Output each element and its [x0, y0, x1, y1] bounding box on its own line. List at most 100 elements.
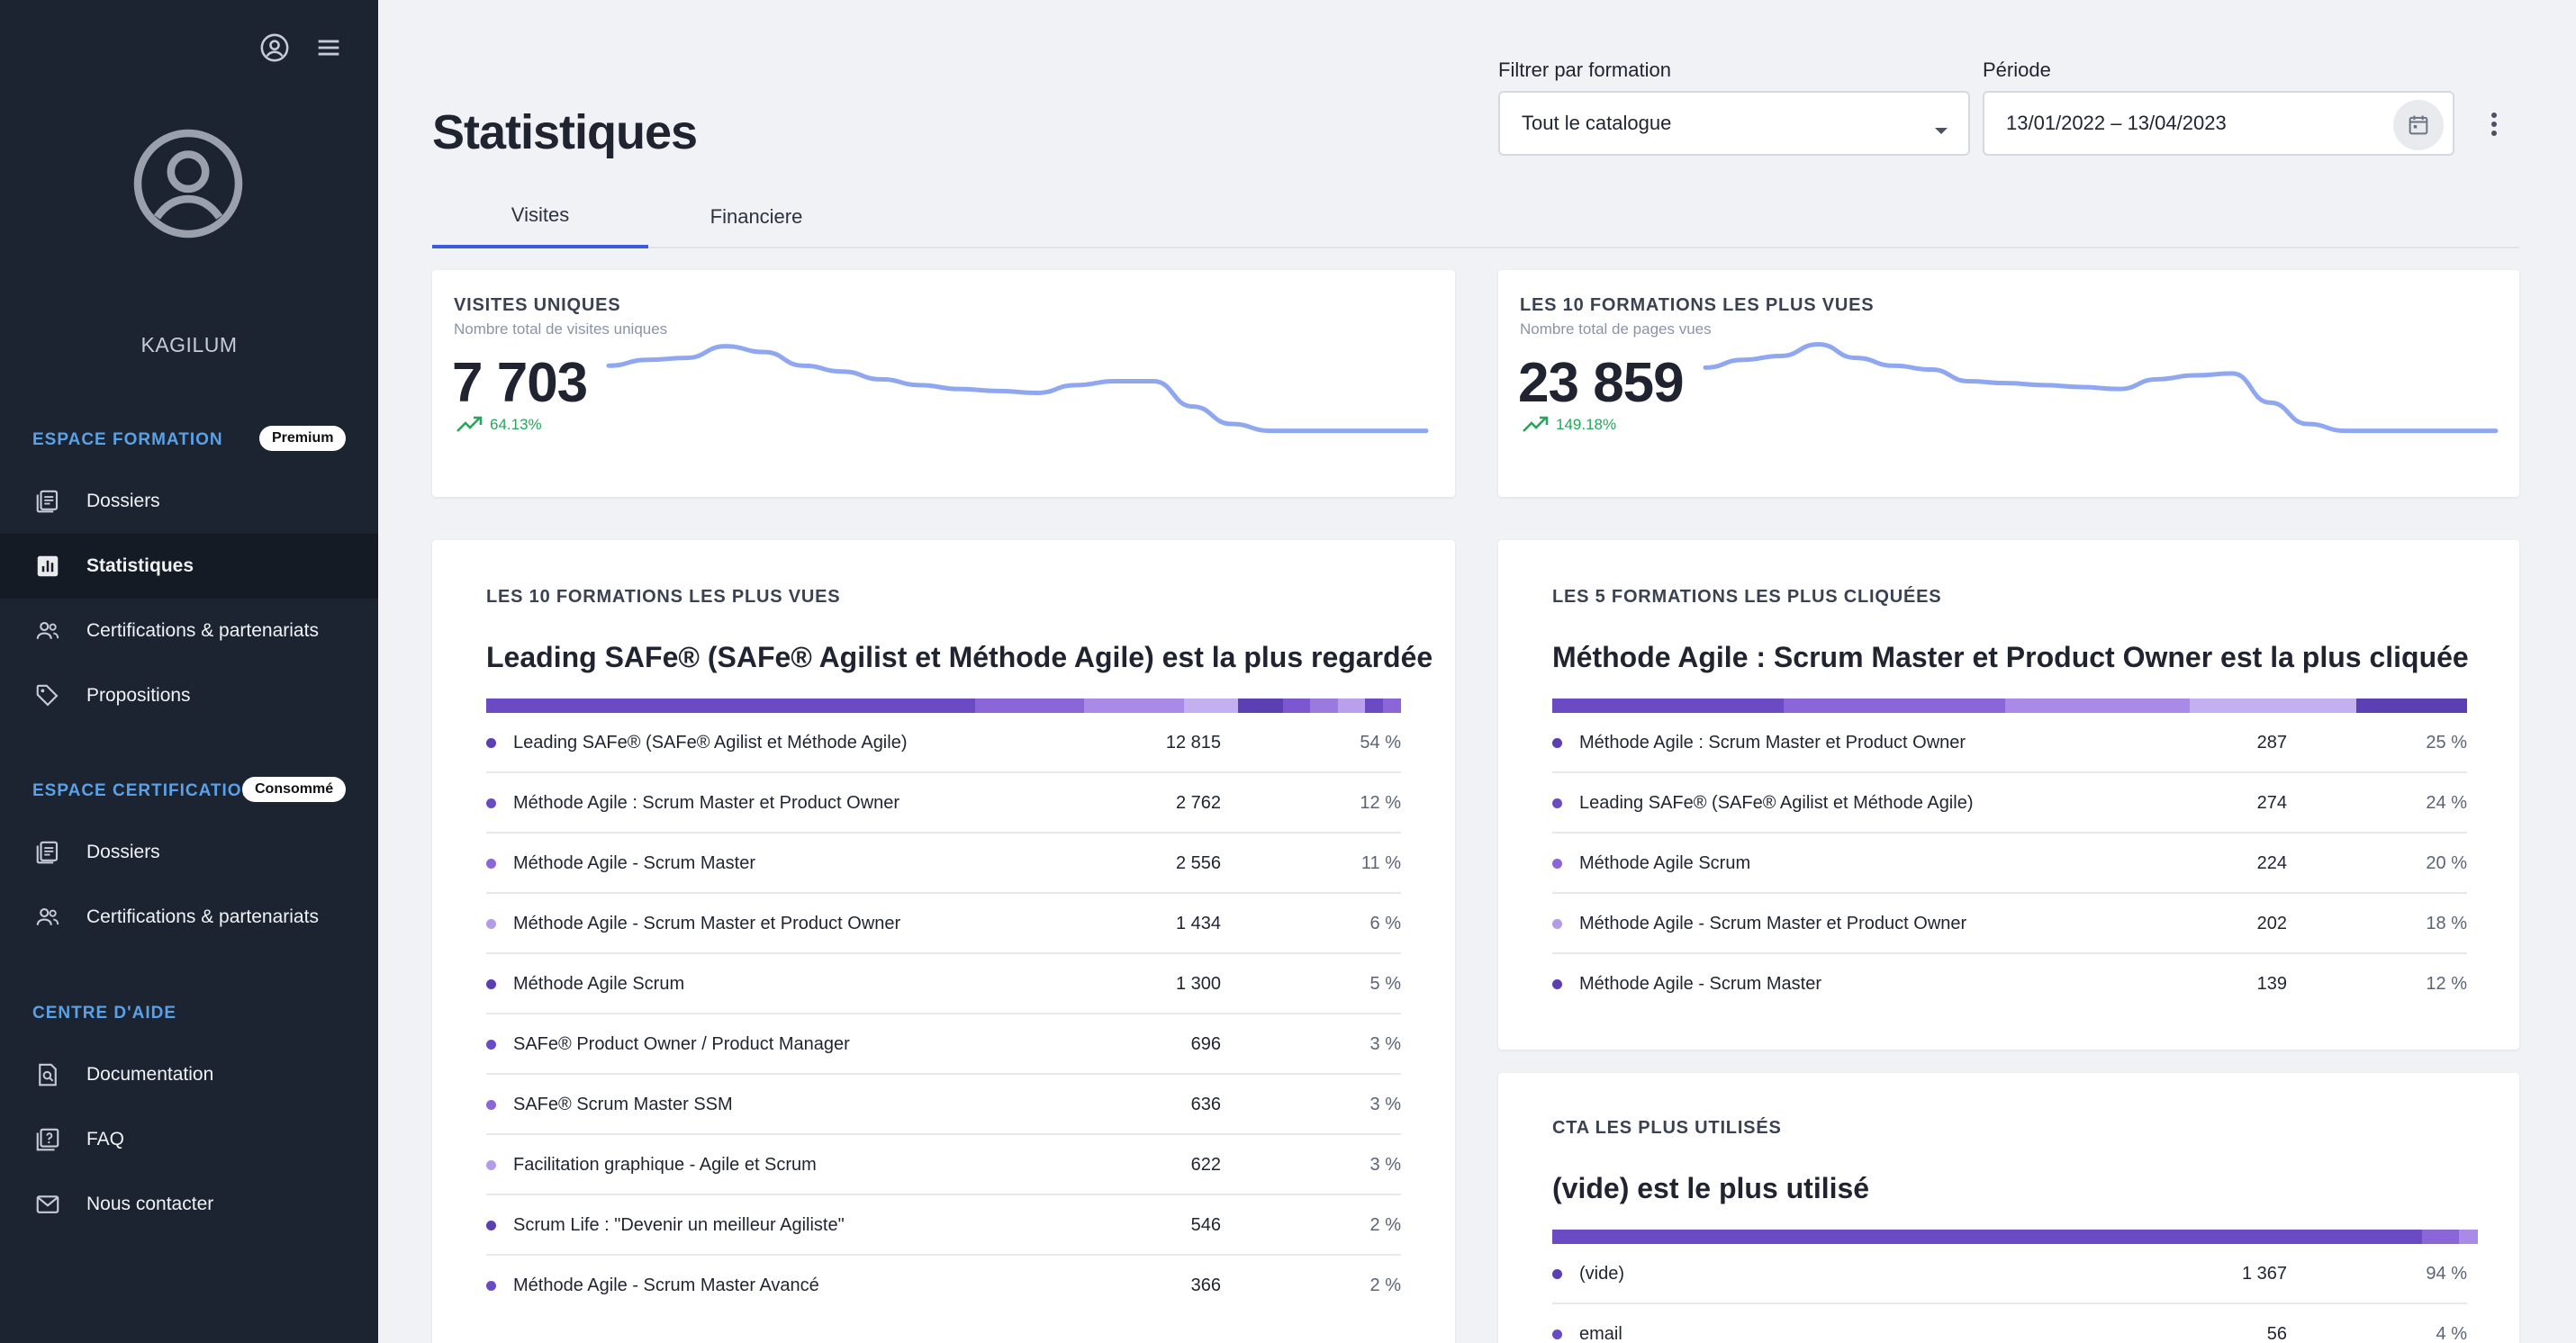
- trending-up-icon: [1523, 416, 1549, 432]
- more-options-icon[interactable]: [2481, 108, 2508, 140]
- consomme-badge: Consommé: [242, 777, 347, 802]
- kpi-value: 23 859: [1518, 352, 1685, 414]
- item-value: 2 762: [1175, 793, 1221, 813]
- calendar-icon[interactable]: [2393, 100, 2444, 150]
- list-item: Méthode Agile - Scrum Master et Product …: [1552, 894, 2467, 954]
- list-item: Méthode Agile - Scrum Master 139 12 %: [1552, 954, 2467, 1014]
- card-title: LES 5 FORMATIONS LES PLUS CLIQUÉES: [1552, 587, 1942, 607]
- list-item: Méthode Agile : Scrum Master et Product …: [486, 773, 1401, 834]
- filter-label: Filtrer par formation: [1498, 59, 1671, 81]
- sidebar-item-label: Dossiers: [86, 491, 160, 511]
- list-item: Leading SAFe® (SAFe® Agilist et Méthode …: [486, 713, 1401, 773]
- item-percent: 3 %: [1369, 1095, 1401, 1114]
- people-icon: [32, 902, 63, 933]
- sidebar-item-certifications-certification[interactable]: Certifications & partenariats: [0, 885, 378, 950]
- item-name: Méthode Agile - Scrum Master et Product …: [513, 914, 901, 933]
- sidebar-item-label: Certifications & partenariats: [86, 906, 319, 927]
- formation-filter-select[interactable]: Tout le catalogue: [1498, 91, 1970, 156]
- card-headline: Leading SAFe® (SAFe® Agilist et Méthode …: [486, 641, 1433, 673]
- share-segment: [2355, 699, 2467, 713]
- tab-financiere[interactable]: Financiere: [710, 205, 803, 228]
- share-bar: [1552, 1230, 2478, 1244]
- kpi-title: LES 10 FORMATIONS LES PLUS VUES: [1520, 295, 1875, 315]
- premium-badge: Premium: [259, 426, 347, 451]
- account-circle-icon[interactable]: [259, 32, 290, 63]
- list-item: Scrum Life : "Devenir un meilleur Agilis…: [486, 1195, 1401, 1256]
- item-name: Méthode Agile : Scrum Master et Product …: [1579, 733, 1966, 753]
- folder-list-icon: [32, 837, 63, 868]
- list-item: SAFe® Scrum Master SSM 636 3 %: [486, 1075, 1401, 1135]
- tab-visites[interactable]: Visites: [432, 185, 648, 248]
- list-item: Méthode Agile Scrum 224 20 %: [1552, 834, 2467, 894]
- sidebar-item-label: Documentation: [86, 1064, 214, 1085]
- item-name: Facilitation graphique - Agile et Scrum: [513, 1155, 817, 1175]
- item-name: Méthode Agile - Scrum Master Avancé: [513, 1275, 819, 1295]
- sidebar-item-documentation[interactable]: Documentation: [0, 1042, 378, 1107]
- share-segment: [1183, 699, 1238, 713]
- share-segment: [1783, 699, 2005, 713]
- share-segment: [975, 699, 1084, 713]
- bar-chart-icon: [32, 551, 63, 581]
- tabs-bar: Visites Financiere: [432, 185, 2519, 248]
- help-icon: [32, 1124, 63, 1155]
- kpi-subtitle: Nombre total de visites uniques: [454, 320, 668, 338]
- share-segment: [2459, 1230, 2478, 1244]
- sidebar-item-dossiers-certification[interactable]: Dossiers: [0, 820, 378, 885]
- item-name: Méthode Agile - Scrum Master et Product …: [1579, 914, 1967, 933]
- sidebar-item-faq[interactable]: FAQ: [0, 1107, 378, 1172]
- legend-dot: [1552, 979, 1562, 989]
- share-segment: [2004, 699, 2191, 713]
- card-headline: Méthode Agile : Scrum Master et Product …: [1552, 641, 2469, 673]
- sidebar-item-label: Nous contacter: [86, 1194, 214, 1214]
- legend-dot: [486, 1221, 496, 1230]
- section-title-espace-formation: ESPACE FORMATION: [32, 430, 223, 449]
- item-value: 1 300: [1175, 974, 1221, 994]
- item-name: SAFe® Product Owner / Product Manager: [513, 1034, 850, 1054]
- list-item: Méthode Agile - Scrum Master Avancé 366 2 …: [486, 1256, 1401, 1316]
- sparkline-pages-vues: [1703, 341, 2499, 434]
- sparkline-visites: [606, 344, 1429, 434]
- item-name: Méthode Agile - Scrum Master: [513, 853, 755, 873]
- list-cta: (vide) 1 367 94 % email 56 4 %: [1552, 1244, 2467, 1343]
- list-item: (vide) 1 367 94 %: [1552, 1244, 2467, 1304]
- list-item: Méthode Agile Scrum 1 300 5 %: [486, 954, 1401, 1014]
- share-segment: [486, 699, 976, 713]
- sidebar-item-certifications[interactable]: Certifications & partenariats: [0, 599, 378, 663]
- kpi-title: VISITES UNIQUES: [454, 295, 621, 315]
- legend-dot: [486, 919, 496, 929]
- share-segment: [1552, 699, 1784, 713]
- item-percent: 20 %: [2426, 853, 2467, 873]
- card-title: CTA LES PLUS UTILISÉS: [1552, 1118, 1782, 1138]
- card-headline: (vide) est le plus utilisé: [1552, 1172, 1870, 1204]
- item-percent: 4 %: [2436, 1324, 2467, 1343]
- page-title: Statistiques: [432, 105, 698, 159]
- list-most-viewed: Leading SAFe® (SAFe® Agilist et Méthode …: [486, 713, 1401, 1316]
- filter-value: Tout le catalogue: [1522, 112, 1672, 134]
- menu-icon[interactable]: [313, 32, 344, 63]
- item-value: 287: [2256, 733, 2287, 753]
- sidebar-item-statistiques[interactable]: Statistiques: [0, 534, 378, 599]
- item-percent: 3 %: [1369, 1034, 1401, 1054]
- share-segment: [1283, 699, 1311, 713]
- share-segment: [1310, 699, 1338, 713]
- item-percent: 24 %: [2426, 793, 2467, 813]
- sparkline-path: [1703, 341, 2499, 434]
- sidebar-item-contact[interactable]: Nous contacter: [0, 1172, 378, 1237]
- item-name: Méthode Agile - Scrum Master: [1579, 974, 1821, 994]
- sidebar-item-label: Certifications & partenariats: [86, 620, 319, 641]
- item-value: 202: [2256, 914, 2287, 933]
- item-percent: 54 %: [1360, 733, 1401, 753]
- item-name: email: [1579, 1324, 1622, 1343]
- share-segment: [1382, 699, 1401, 713]
- period-value: 13/01/2022 – 13/04/2023: [2006, 112, 2227, 134]
- item-name: Leading SAFe® (SAFe® Agilist et Méthode …: [513, 733, 908, 753]
- item-name: Scrum Life : "Devenir un meilleur Agilis…: [513, 1215, 845, 1235]
- dropdown-arrow-icon: [1934, 118, 1948, 141]
- period-picker[interactable]: 13/01/2022 – 13/04/2023: [1983, 91, 2454, 156]
- sidebar-item-propositions[interactable]: Propositions: [0, 663, 378, 728]
- kpi-trend: 64.13%: [456, 416, 542, 434]
- sidebar-item-dossiers[interactable]: Dossiers: [0, 469, 378, 534]
- card-title: LES 10 FORMATIONS LES PLUS VUES: [486, 587, 841, 607]
- legend-dot: [1552, 919, 1562, 929]
- list-item: Leading SAFe® (SAFe® Agilist et Méthode …: [1552, 773, 2467, 834]
